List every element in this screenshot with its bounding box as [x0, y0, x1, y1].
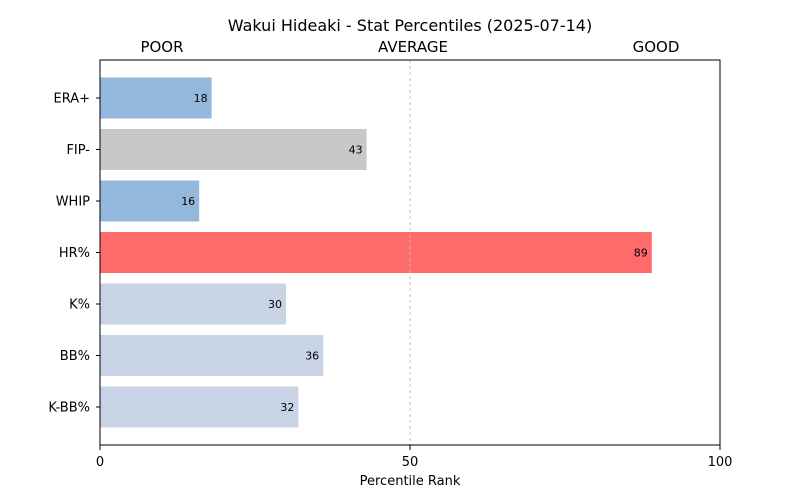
x-axis-label: Percentile Rank — [360, 474, 461, 489]
y-tick-label-k-bb-pct: K-BB% — [48, 401, 90, 416]
bar-k-bb-pct — [100, 386, 299, 428]
y-axis: ERA+ FIP- WHIP HR% K% BB% K-BB% — [48, 92, 100, 416]
bar-whip — [100, 180, 200, 222]
data-label-era-plus: 18 — [194, 92, 208, 105]
x-tick-label-0: 0 — [96, 455, 104, 470]
y-tick-label-hr-pct: HR% — [59, 246, 90, 261]
y-tick-label-bb-pct: BB% — [60, 349, 90, 364]
data-label-k-pct: 30 — [268, 298, 282, 311]
x-tick-label-50: 50 — [402, 455, 419, 470]
bar-k-pct — [100, 283, 286, 325]
x-tick-label-100: 100 — [708, 455, 733, 470]
data-label-k-bb-pct: 32 — [280, 401, 294, 414]
scale-label-good: GOOD — [633, 38, 680, 56]
bars-layer: 18 43 16 89 30 36 32 — [100, 77, 652, 428]
scale-label-poor: POOR — [140, 38, 183, 56]
bar-fip — [100, 129, 367, 170]
data-label-fip: 43 — [349, 144, 363, 157]
data-label-whip: 16 — [181, 195, 195, 208]
data-label-bb-pct: 36 — [305, 350, 319, 363]
y-tick-label-k-pct: K% — [69, 298, 90, 313]
bar-hr-pct — [100, 232, 652, 273]
y-tick-label-whip: WHIP — [56, 195, 90, 210]
bar-bb-pct — [100, 335, 324, 376]
scale-label-average: AVERAGE — [378, 38, 448, 56]
chart-title: Wakui Hideaki - Stat Percentiles (2025-0… — [228, 16, 592, 35]
y-tick-label-era-plus: ERA+ — [53, 92, 90, 107]
x-axis: 0 50 100 — [96, 445, 733, 470]
bar-era-plus — [100, 77, 212, 119]
data-label-hr-pct: 89 — [634, 247, 648, 260]
y-tick-label-fip: FIP- — [66, 143, 90, 158]
